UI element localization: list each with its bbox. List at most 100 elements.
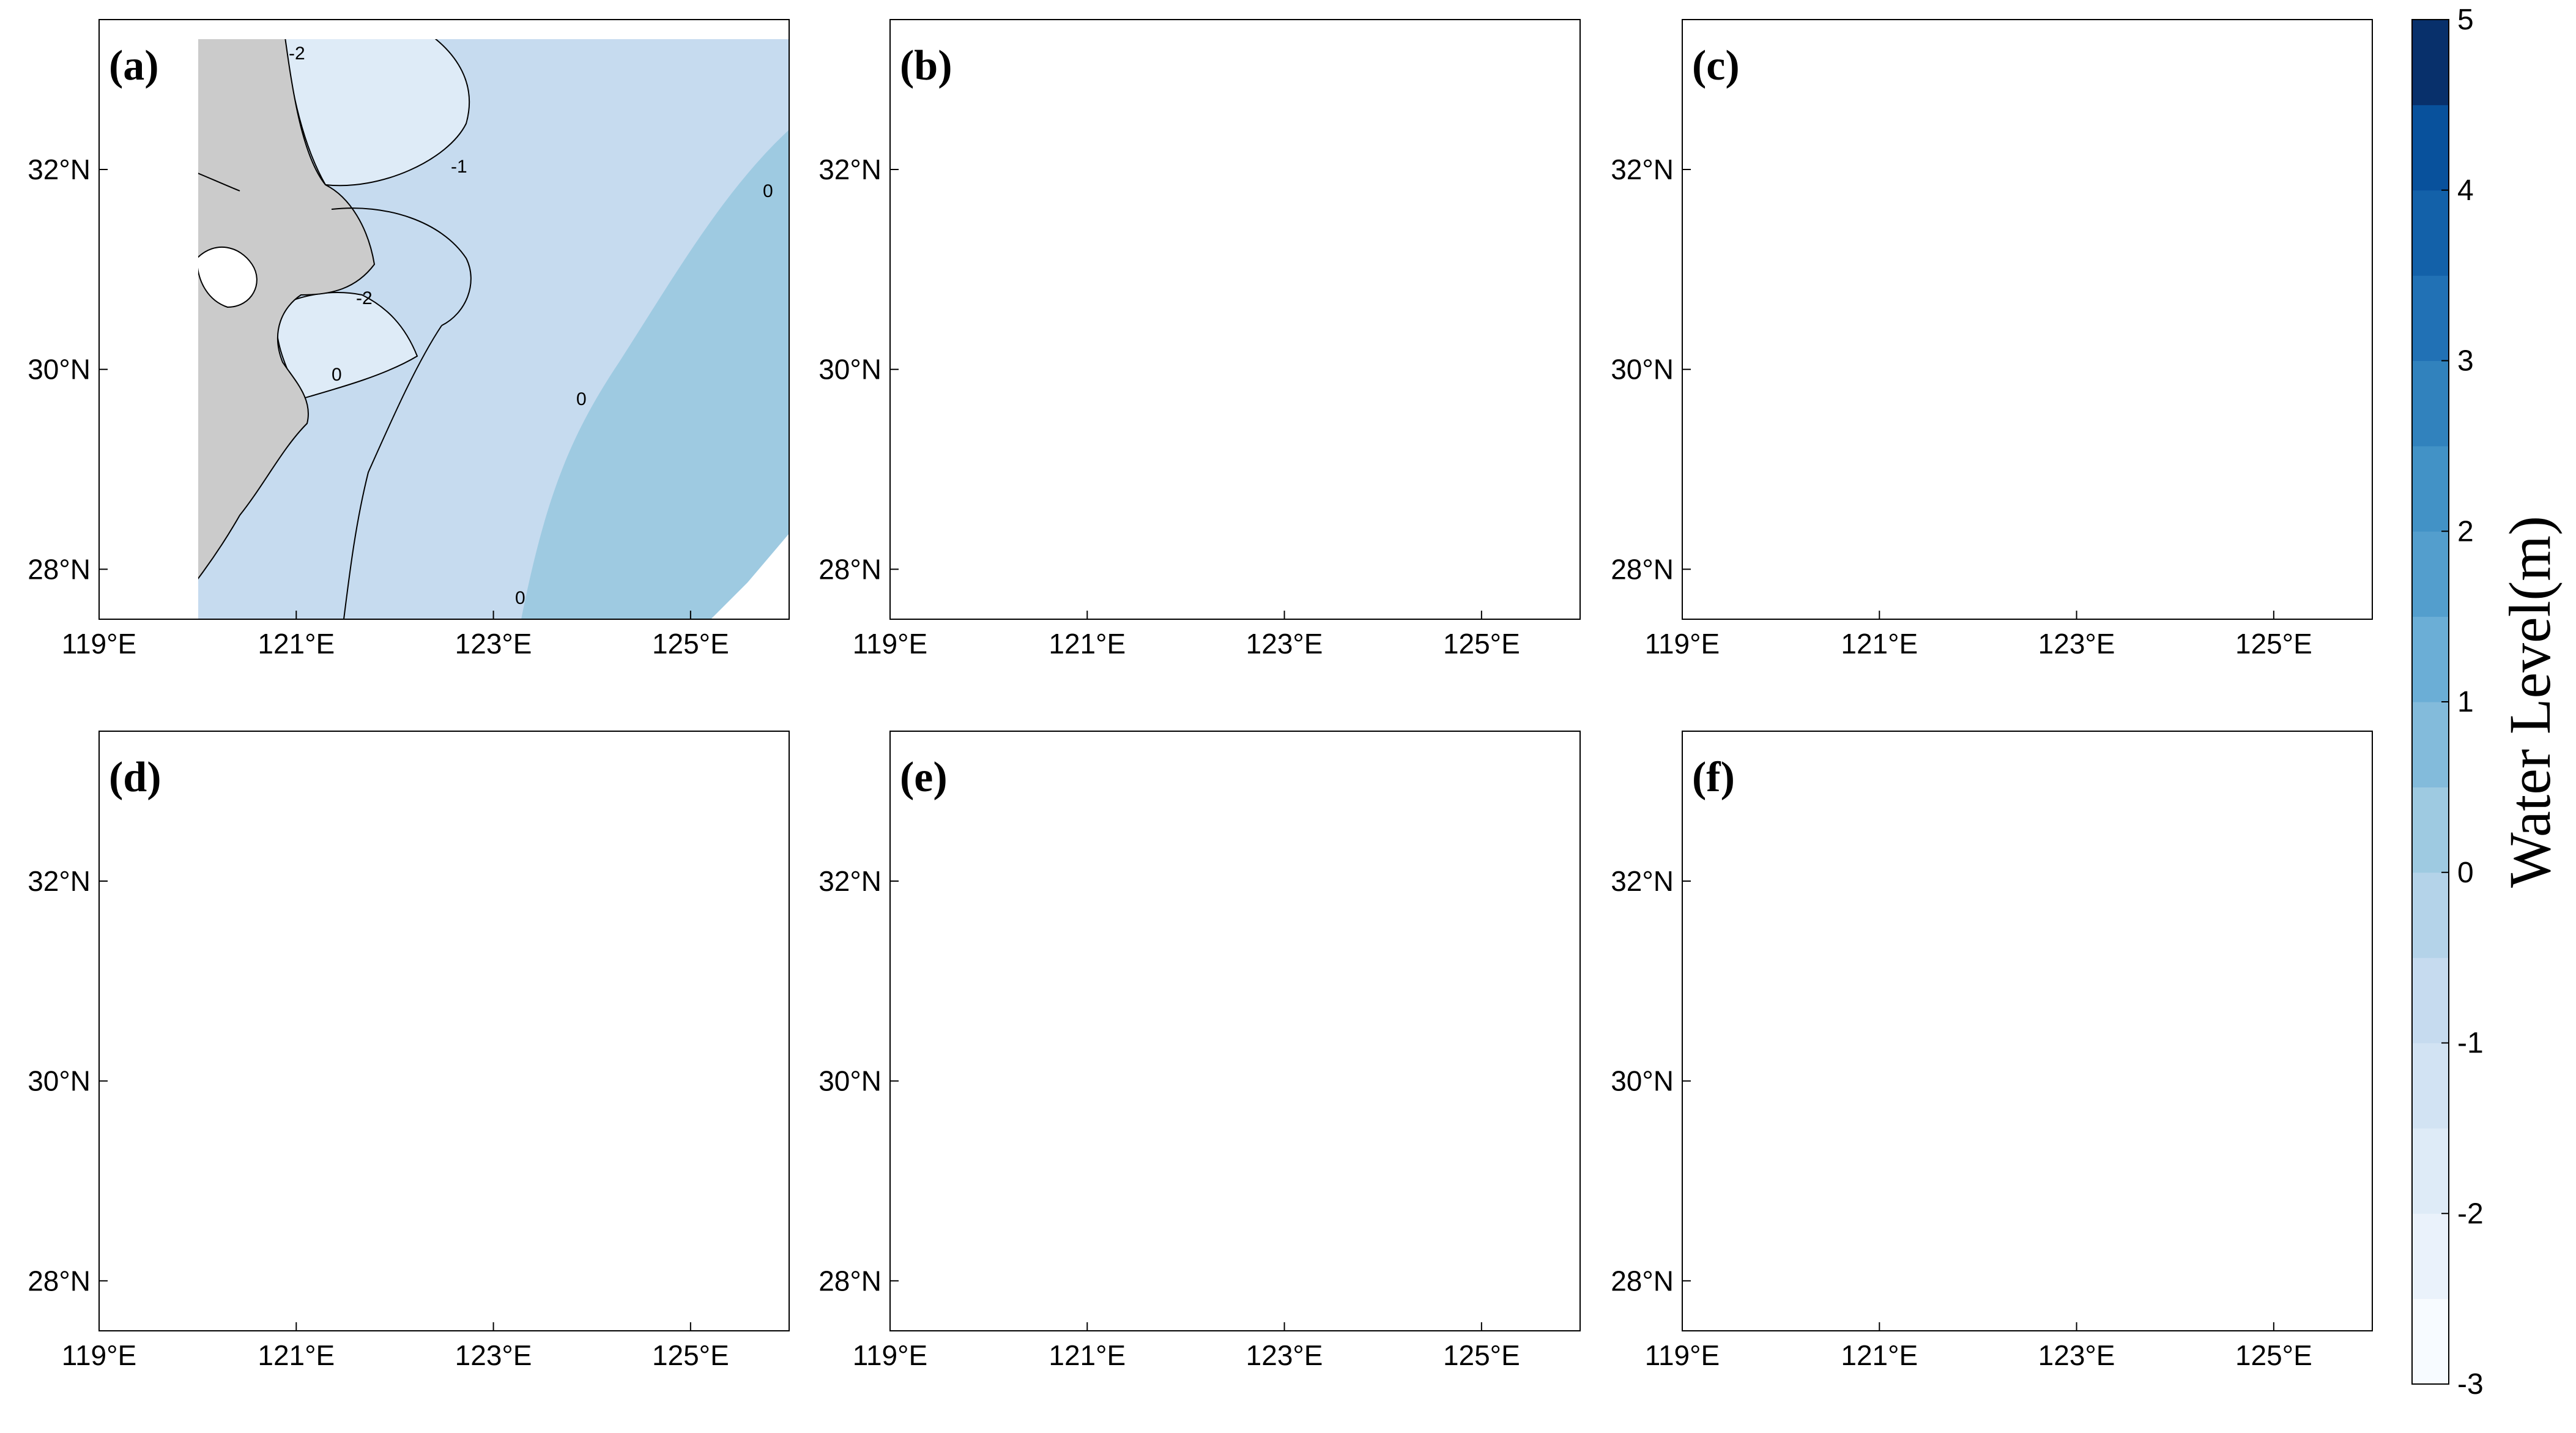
contour-label: 0 xyxy=(576,389,587,409)
sea-level-region xyxy=(1768,731,2221,1331)
map-panel-b: -2 -1 0 0 -1 1 (b) xyxy=(889,19,1581,620)
sea-level-region xyxy=(521,130,789,619)
sea-level-region xyxy=(1477,1196,1580,1331)
sea-level-region xyxy=(1682,20,2372,619)
contour-label: -2 xyxy=(356,288,373,308)
contour-label: 1 xyxy=(2013,206,2023,226)
contour-label: 3 xyxy=(1190,969,1200,989)
contour-line xyxy=(343,325,442,620)
sea-level-region xyxy=(1031,890,1123,933)
colorbar-swatch xyxy=(2412,702,2449,787)
lat-tick-label: 30°N xyxy=(1611,1065,1674,1097)
sea-level-region xyxy=(2312,1270,2372,1331)
lake xyxy=(988,247,1048,307)
lon-tick-label: 119°E xyxy=(853,628,927,660)
lat-tick-label: 32°N xyxy=(818,154,882,185)
sea-level-region xyxy=(1147,869,1282,1019)
lon-tick-label: 123°E xyxy=(455,628,532,660)
contour-label: 1 xyxy=(748,1082,758,1103)
land-mass xyxy=(99,731,374,1331)
sea-level-region xyxy=(283,1010,363,1080)
panel-frame xyxy=(98,19,790,620)
contour-label: 2 xyxy=(491,951,501,971)
sea-level-region xyxy=(1939,890,2000,933)
contour-label: -2 xyxy=(1123,71,1139,91)
panel-label: (c) xyxy=(1692,42,1740,89)
lat-tick-label: 32°N xyxy=(1611,865,1674,897)
contour-label: -2 xyxy=(289,43,305,64)
lat-tick-label: 30°N xyxy=(818,1065,882,1097)
colorbar: 5 4 3 2 1 0 -1 -2 -3 Water Level(m) xyxy=(2411,4,2563,1401)
colorbar-tick-label: 5 xyxy=(2457,4,2474,36)
colorbar-tick-label: -2 xyxy=(2457,1197,2484,1230)
sea-level-region xyxy=(890,731,1580,1331)
lat-tick-label: 28°N xyxy=(1611,1265,1674,1297)
lon-tick-label: 121°E xyxy=(1841,628,1918,660)
lat-tick-label: 32°N xyxy=(28,154,91,185)
sea-level-region xyxy=(1502,534,1580,619)
contour-label: 1 xyxy=(1835,567,1846,587)
lat-tick-label: 30°N xyxy=(818,354,882,385)
contour-label: 2 xyxy=(2025,917,2035,937)
lon-tick-label: 125°E xyxy=(652,628,729,660)
sea-level-region xyxy=(1823,890,1915,933)
lat-tick-label: 28°N xyxy=(28,553,91,585)
panel-label: (d) xyxy=(109,754,161,801)
panel-label: (a) xyxy=(109,42,159,89)
contour-label: 1 xyxy=(1331,755,1341,775)
contour-label: 1 xyxy=(1462,1113,1472,1133)
contour-label: 1 xyxy=(1392,512,1402,532)
contour-label: 2 xyxy=(500,994,510,1014)
sea-level-region xyxy=(374,927,496,1000)
colorbar-swatch xyxy=(2412,1128,2449,1214)
lat-tick-label: 28°N xyxy=(818,1265,882,1297)
sea-level-region xyxy=(185,792,771,1331)
panel-frame xyxy=(98,731,790,1331)
contour-label: 1 xyxy=(2270,512,2280,532)
lon-tick-label: 123°E xyxy=(2038,628,2115,660)
contour-label: 0 xyxy=(2349,1162,2359,1182)
contour-label: -2 xyxy=(325,1033,342,1054)
colorbar-tick-label: 3 xyxy=(2457,345,2474,378)
lat-tick-label: 28°N xyxy=(818,553,882,585)
lon-tick-label: 121°E xyxy=(1049,1339,1126,1371)
colorbar-swatch xyxy=(2412,1043,2449,1129)
map-panel-e: 1 1 1 1 3 2 1 (e) xyxy=(889,731,1581,1331)
panel-frame xyxy=(1682,19,2373,620)
contour-label: 1 xyxy=(601,1260,611,1280)
contour-label: 1 xyxy=(283,1046,293,1066)
contour-label: -1 xyxy=(451,157,467,177)
lon-tick-label: 125°E xyxy=(2235,1339,2312,1371)
lon-tick-label: 123°E xyxy=(1246,1339,1323,1371)
colorbar-title: Water Level(m) xyxy=(2497,516,2563,888)
colorbar-swatches xyxy=(2412,20,2449,1385)
lon-tick-label: 119°E xyxy=(62,628,136,660)
contour-label: 0 xyxy=(515,588,525,608)
contour-label: 1 xyxy=(1453,819,1463,839)
contour-label: 0 xyxy=(1438,132,1448,152)
colorbar-swatch xyxy=(2412,1298,2449,1385)
lon-tick-label: 119°E xyxy=(62,1339,136,1371)
colorbar-swatch xyxy=(2412,787,2449,873)
lake xyxy=(1780,959,1840,1019)
contour-label: -1 xyxy=(1107,322,1124,342)
coastline xyxy=(198,173,240,192)
sea-level-region xyxy=(136,1239,193,1331)
lon-tick-label: 125°E xyxy=(652,1339,729,1371)
sea-level-region xyxy=(1159,927,1208,970)
contour-label: 0 xyxy=(763,181,773,201)
contour-label: 0 xyxy=(332,365,342,385)
colorbar-swatch xyxy=(2412,105,2449,191)
colorbar-swatch xyxy=(2412,20,2449,105)
lon-tick-label: 119°E xyxy=(1645,628,1720,660)
contour-label: 3 xyxy=(1976,923,1986,944)
lake xyxy=(198,247,258,308)
colorbar-swatch xyxy=(2412,190,2449,276)
contour-label: 1 xyxy=(380,871,391,891)
lat-tick-label: 32°N xyxy=(28,865,91,897)
colorbar-tick-label: -1 xyxy=(2457,1027,2484,1060)
contour-label: 1 xyxy=(2208,893,2219,913)
colorbar-swatch xyxy=(2412,360,2449,447)
contour-label: -2 xyxy=(1915,322,1931,342)
sea-level-region xyxy=(1823,179,1915,221)
